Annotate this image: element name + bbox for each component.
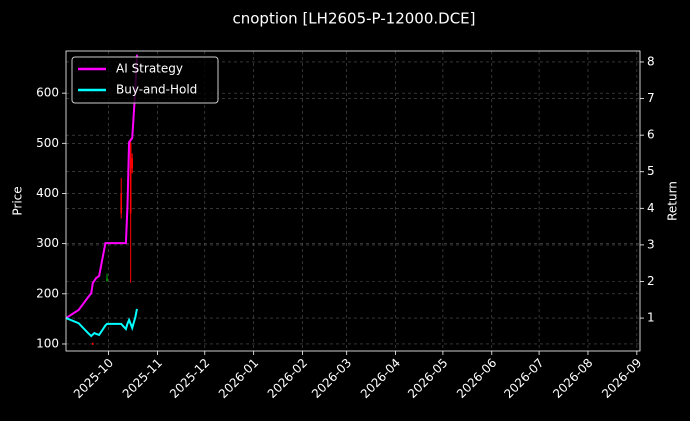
- y2-tick-label: 3: [647, 237, 655, 251]
- y-tick-label: 400: [36, 186, 59, 200]
- x-tick-label: 2026-01: [216, 356, 261, 401]
- x-tick-label: 2026-03: [309, 356, 354, 401]
- y2-tick-label: 1: [647, 311, 655, 325]
- y2-tick-label: 8: [647, 54, 655, 68]
- legend-label: AI Strategy: [116, 62, 183, 76]
- y2-tick-label: 4: [647, 201, 655, 215]
- chart-title: cnoption [LH2605-P-12000.DCE]: [233, 10, 476, 28]
- x-tick-label: 2026-07: [501, 356, 546, 401]
- series-line: [66, 308, 138, 338]
- y2-tick-label: 2: [647, 274, 655, 288]
- legend-box: [71, 56, 219, 104]
- x-tick-label: 2026-08: [550, 356, 595, 401]
- x-tick-label: 2025-12: [167, 356, 212, 401]
- plot-area: [66, 54, 138, 345]
- legend-label: Buy-and-Hold: [116, 83, 197, 97]
- y-tick-label: 200: [36, 286, 59, 300]
- x-tick-label: 2026-02: [265, 356, 310, 401]
- candle-body: [131, 158, 134, 169]
- y-tick-label: 100: [36, 336, 59, 350]
- y2-axis-label: Return: [666, 181, 680, 221]
- x-tick-label: 2025-10: [71, 356, 116, 401]
- y2-tick-label: 7: [647, 91, 655, 105]
- y-axis-label: Price: [11, 186, 25, 215]
- x-tick-label: 2026-05: [405, 356, 450, 401]
- plot-frame: [65, 50, 641, 352]
- x-tick-label: 2026-06: [454, 356, 499, 401]
- x-tick-label: 2026-09: [599, 356, 644, 401]
- candle-body: [129, 143, 132, 214]
- candle-body: [106, 278, 108, 282]
- x-tick-label: 2025-11: [120, 356, 165, 401]
- series-line: [66, 54, 138, 319]
- candle-body: [120, 193, 122, 214]
- legend: AI Strategy Buy-and-Hold: [71, 56, 219, 104]
- candle-body: [92, 342, 94, 345]
- y2-tick-label: 6: [647, 128, 655, 142]
- y-tick-label: 600: [36, 86, 59, 100]
- x-tick-label: 2026-04: [358, 356, 403, 401]
- y-tick-label: 500: [36, 136, 59, 150]
- y-tick-label: 300: [36, 236, 59, 250]
- y2-tick-label: 5: [647, 164, 655, 178]
